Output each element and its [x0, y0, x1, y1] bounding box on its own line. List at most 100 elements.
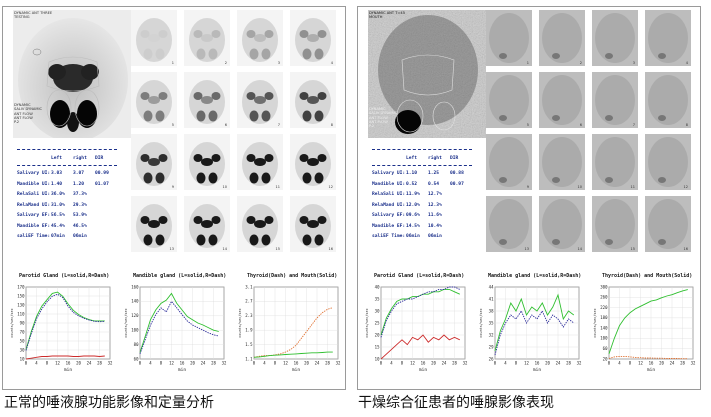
- x-tick-label: 28: [452, 361, 457, 366]
- col-header-right: right: [428, 156, 442, 161]
- y-tick-label: 80: [134, 342, 139, 347]
- line-chart: 10 30 50 70 90 110 130 150 170 0 4 8 12 16 20 24 28 32 min…: [9, 273, 113, 385]
- x-tick-label: 0: [25, 361, 28, 366]
- scan-header-label: DYNAMIC ANT THREE TESTING: [14, 11, 53, 20]
- frame-thumbnail: 15: [237, 196, 283, 252]
- y-tick-label: 140: [600, 325, 608, 330]
- frame-thumbnail: 8: [645, 72, 691, 128]
- x-tick-label: 24: [201, 361, 206, 366]
- frame-number: 15: [631, 247, 635, 251]
- x-tick-label: 16: [535, 361, 540, 366]
- sjogren-results-table: Left right DIR Salivary UI: 1.10 1.25 00.88…: [372, 149, 482, 247]
- table-cell-label: saliEF Time:: [372, 234, 406, 239]
- table-cell-right: 53.9%: [73, 213, 87, 218]
- scan-info-label: DYNAMIC SALIV DYNAMIC ANT FLOW ANT FLOW …: [369, 107, 398, 129]
- frame-number: 7: [278, 123, 280, 127]
- x-tick-label: 28: [325, 361, 330, 366]
- x-tick-label: 12: [524, 361, 529, 366]
- x-tick-label: 12: [283, 361, 288, 366]
- frame-thumbnail: 12: [645, 134, 691, 190]
- y-tick-label: 32: [489, 332, 494, 337]
- x-tick-label: 4: [504, 361, 507, 366]
- y-tick-label: 300: [600, 284, 608, 289]
- y-tick-label: 26: [489, 356, 494, 361]
- frame-thumbnail: 10: [539, 134, 585, 190]
- y-tick-label: 1.5: [245, 342, 253, 347]
- line-chart: 60 80 100 120 140 160 0 4 8 12 16 20 24 28 32 min counts…: [123, 273, 227, 385]
- x-tick-label: 32: [336, 361, 341, 366]
- frame-thumbnail: 4: [290, 10, 336, 66]
- y-tick-label: 70: [20, 329, 25, 334]
- table-cell-left: 0.52: [406, 181, 418, 187]
- series-line: [139, 300, 219, 354]
- series-line: [608, 289, 688, 355]
- table-cell-left: 12.0%: [406, 202, 420, 208]
- frame-number: 9: [527, 185, 529, 189]
- table-cell-left: 09.6%: [406, 213, 420, 218]
- y-tick-label: 130: [17, 302, 25, 307]
- frame-number: 12: [684, 185, 688, 189]
- frame-thumbnail: 3: [592, 10, 638, 66]
- y-tick-label: 3.1: [245, 284, 253, 289]
- frame-number: 8: [686, 123, 688, 127]
- series-line: [494, 310, 575, 356]
- table-cell-label: RelaMand UI:: [372, 202, 406, 208]
- x-tick-label: 24: [315, 361, 320, 366]
- y-tick-label: 100: [131, 328, 139, 333]
- x-tick-label: 16: [649, 361, 654, 366]
- table-cell-right: 37.3%: [73, 192, 87, 197]
- chart-title: Thyroid(Dash) and Mouth(Solid): [247, 273, 338, 279]
- frame-thumbnail: 8: [290, 72, 336, 128]
- frame-number: 14: [578, 247, 583, 251]
- y-tick-label: 260: [600, 295, 608, 300]
- x-tick-label: 28: [97, 361, 102, 366]
- normal-scan-image: [13, 10, 131, 138]
- frame-thumbnail: 9: [486, 134, 532, 190]
- table-cell-label: Salivary EF:: [17, 213, 51, 218]
- y-tick-label: 180: [600, 315, 608, 320]
- y-tick-label: 25: [375, 320, 380, 325]
- x-tick-label: 20: [659, 361, 664, 366]
- x-tick-label: 12: [410, 361, 415, 366]
- table-cell-label: Salivary EF:: [372, 213, 406, 218]
- col-header-left: Left: [406, 156, 418, 161]
- x-tick-label: 8: [515, 361, 518, 366]
- table-cell-left: 1.10: [406, 171, 418, 176]
- frame-thumbnail: 9: [131, 134, 177, 190]
- y-tick-label: 2.3: [245, 313, 253, 318]
- series-line: [25, 293, 105, 351]
- frame-number: 8: [331, 123, 333, 127]
- frame-thumbnail: 16: [645, 196, 691, 252]
- chart-title: Parotid Gland (L=solid,R=Dash): [19, 273, 110, 279]
- frame-number: 10: [223, 185, 227, 189]
- line-chart: 20 60 100 140 180 220 260 300 0 4 8 12 16 20 24 28 32 min…: [592, 273, 696, 385]
- table-cell-right: 12.3%: [428, 202, 442, 208]
- y-tick-label: 20: [603, 356, 608, 361]
- x-tick-label: 4: [390, 361, 393, 366]
- x-tick-label: 32: [108, 361, 113, 366]
- table-cell-left: 31.0%: [51, 202, 65, 208]
- x-axis-label: min: [647, 367, 655, 373]
- y-axis-label: counts/sec/sec: [479, 308, 483, 338]
- y-tick-label: 30: [20, 347, 25, 352]
- y-tick-label: 50: [20, 338, 25, 343]
- series-line: [25, 355, 105, 360]
- chart-title: Mandible gland (L=solid,R=Dash): [488, 273, 582, 279]
- frame-thumbnail: 7: [592, 72, 638, 128]
- sjogren-frame-grid: 1 2 3 4 5 6 7 8 9 10 11 12 13 14 15 16: [486, 10, 698, 258]
- frame-thumbnail: 4: [645, 10, 691, 66]
- table-cell-left: 11.9%: [406, 192, 420, 197]
- frame-thumbnail: 2: [184, 10, 230, 66]
- frame-number: 11: [631, 185, 635, 189]
- line-chart: 1.1 1.5 1.9 2.3 2.7 3.1 0 4 8 12 16 20 24 28 32 min coun…: [237, 273, 341, 385]
- y-tick-label: 10: [20, 356, 25, 361]
- table-cell-left: 45.4%: [51, 223, 65, 229]
- x-tick-label: 8: [274, 361, 277, 366]
- table-cell-label: Mandible EF:: [372, 223, 406, 229]
- table-cell-right: 46.5%: [73, 223, 87, 229]
- col-header-dir: DIR: [450, 156, 459, 161]
- x-tick-label: 16: [180, 361, 185, 366]
- frame-number: 9: [172, 185, 174, 189]
- y-tick-label: 1.9: [245, 328, 253, 333]
- x-axis-label: min: [64, 367, 72, 373]
